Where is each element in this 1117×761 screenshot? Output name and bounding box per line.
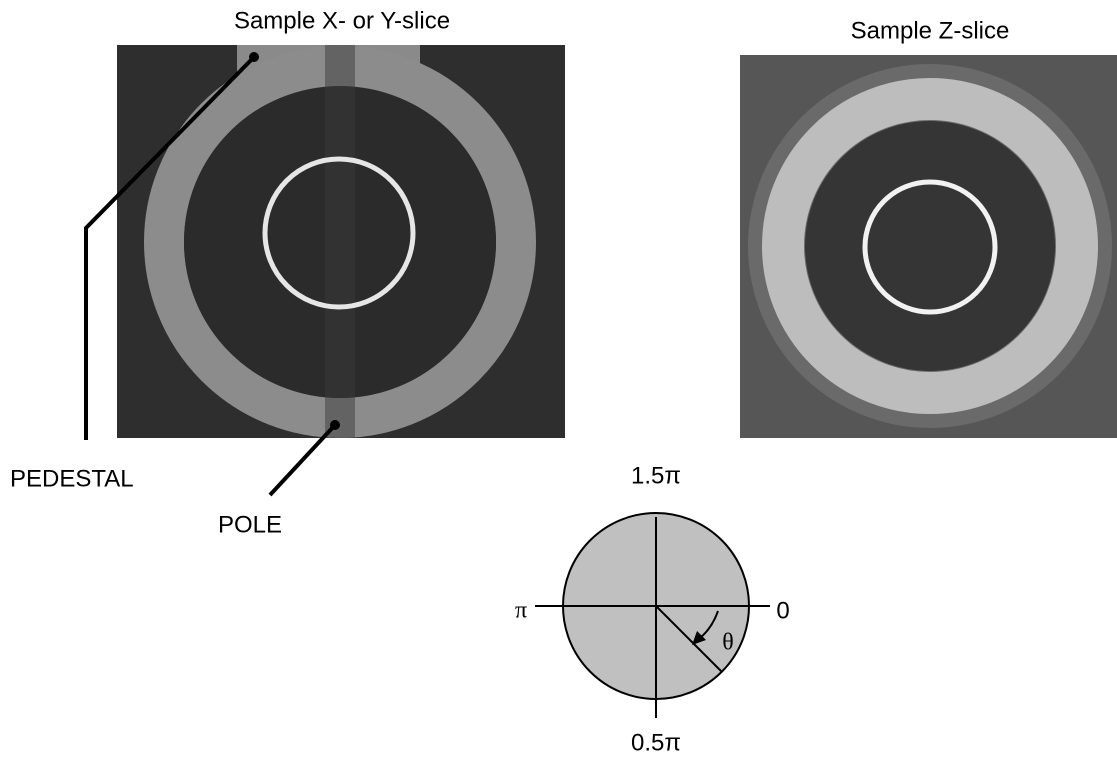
z-slice-title: Sample Z-slice <box>851 17 1010 44</box>
xy-slice-title: Sample X- or Y-slice <box>234 7 450 34</box>
angle-top-label: 1.5π <box>631 462 681 489</box>
angle-bottom-label: 0.5π <box>631 729 681 756</box>
pole-label: POLE <box>218 511 282 538</box>
figure: Sample X- or Y-slice Sample Z-slice PEDE… <box>0 0 1117 761</box>
xy-slice-image <box>117 45 565 438</box>
angle-left-label: π <box>515 598 527 624</box>
pedestal-dot <box>249 52 259 62</box>
angle-right-label: 0 <box>776 597 789 624</box>
pole-dot <box>330 420 340 430</box>
z-slice-image <box>740 55 1117 438</box>
pedestal-label: PEDESTAL <box>10 465 134 492</box>
angle-diagram <box>535 513 770 718</box>
theta-label: θ <box>722 630 734 656</box>
